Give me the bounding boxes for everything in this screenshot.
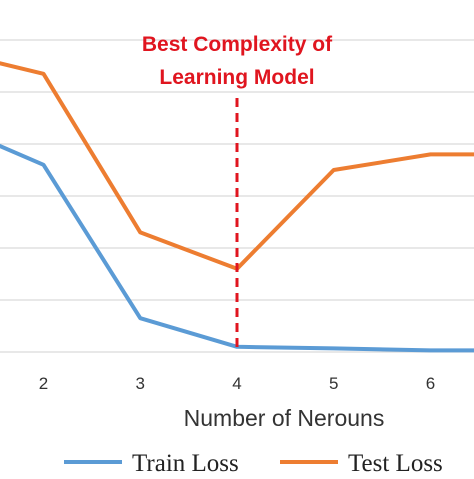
x-axis-title: Number of Nerouns (184, 405, 385, 431)
x-tick-label: 5 (329, 374, 338, 393)
x-tick-label: 2 (39, 374, 48, 393)
series-lines (0, 61, 474, 353)
x-tick-label: 3 (136, 374, 145, 393)
annotation-text-line-2: Learning Model (159, 66, 314, 89)
legend-label-test-loss: Test Loss (348, 450, 443, 474)
legend-label-train-loss: Train Loss (132, 450, 239, 474)
x-tick-labels: 2 3 4 5 6 (39, 374, 435, 393)
x-tick-label: 4 (232, 374, 241, 393)
x-tick-label: 6 (426, 374, 435, 393)
legend: Train Loss Test Loss (64, 450, 443, 477)
annotation-text-line-1: Best Complexity of (142, 33, 333, 56)
best-complexity-annotation: Best Complexity of Learning Model (142, 33, 333, 352)
